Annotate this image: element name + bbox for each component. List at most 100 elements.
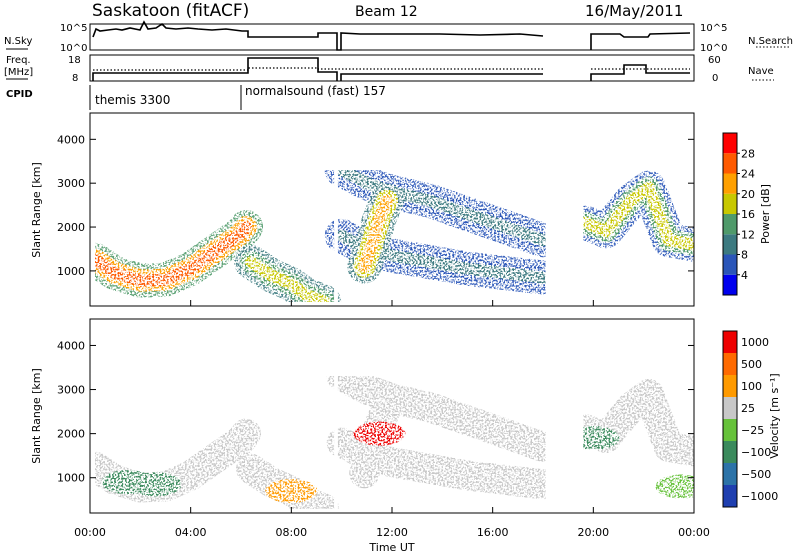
colorbar-swatch [723,331,737,353]
nave-tick-bottom: 0 [712,73,718,84]
velocity-heatmap [90,319,694,513]
colorbar-tick-label: 8 [741,249,748,262]
time-tick-label: 12:00 [376,526,408,539]
freq-tick-top: 18 [68,55,81,66]
freq-label-line1: Freq. [6,55,31,66]
colorbar-swatch [723,153,737,174]
colorbar-tick-label: −1000 [741,490,778,503]
colorbar-swatch [723,193,737,214]
pow-data-gap-0 [334,113,338,306]
nave-trace [93,67,690,71]
colorbar-swatch [723,173,737,194]
velocity-band-2 [326,361,558,462]
time-tick-label: 20:00 [577,526,609,539]
power-heatmap [90,113,694,306]
colorbar-swatch [723,485,737,507]
power-layer [90,153,694,306]
cpid-mode-1: themis 3300 [95,93,170,107]
nsearch-tick-top: 10^5 [700,23,727,34]
nsearch-label: N.Search [748,36,793,47]
colorbar-swatch [723,214,737,235]
freq-strip [89,54,695,82]
time-tick-label: 16:00 [477,526,509,539]
colorbar-swatch [723,353,737,375]
power-range-label: Slant Range [km] [30,162,43,258]
colorbar-frame [722,330,738,508]
time-axis: 00:00 04:00 08:00 12:00 16:00 20:00 00:00 [74,300,710,539]
station-title: Saskatoon (fitACF) [92,1,249,21]
time-axis-label: Time UT [368,541,414,554]
velocity-layer [90,361,694,513]
velocity-range-label: Slant Range [km] [30,368,43,464]
freq-tick-bottom: 8 [72,73,78,84]
power-band-core-0 [90,221,252,287]
range-tick-label: 1000 [57,472,85,485]
cpid-label: CPID [6,89,33,100]
time-tick-label: 00:00 [74,526,106,539]
colorbar-swatch [723,375,737,397]
freq-label-line2: [MHz] [4,67,33,78]
vel-data-gap-1 [545,319,584,513]
power-band-core-4 [358,194,393,273]
nsky-strip [89,23,695,51]
velocity-range-axis: 1000 2000 3000 4000 [57,339,694,485]
range-tick-label: 3000 [57,384,85,397]
velocity-scale-label: Velocity [m s⁻¹] [768,373,781,458]
nave-label: Nave [748,66,774,77]
power-band-core-2 [335,164,549,247]
time-tick-label: 08:00 [275,526,307,539]
colorbar-tick-label: 12 [741,228,755,241]
nsky-trace [92,20,691,51]
pow-data-gap-1 [545,113,584,306]
nsearch-tick-bottom: 10^0 [700,43,727,54]
velocity-patch-1 [129,472,182,497]
range-tick-label: 2000 [57,221,85,234]
time-tick-label: 00:00 [678,526,710,539]
colorbar-swatch [723,254,737,275]
range-tick-label: 1000 [57,265,85,278]
colorbar-tick-label: 25 [741,402,755,415]
range-tick-label: 4000 [57,133,85,146]
power-scale-label: Power [dB] [759,184,772,244]
nave-tick-top: 60 [708,55,721,66]
power-band-core-1 [245,256,331,306]
colorbar-tick-label: −500 [741,468,771,481]
range-tick-label: 3000 [57,177,85,190]
colorbar-tick-label: 100 [741,380,762,393]
velocity-colorbar: 1000 500 100 25 −25 −100 −500 −1000 [722,330,778,508]
colorbar-tick-label: 16 [741,208,755,221]
nsky-tick-top: 10^5 [60,23,87,34]
beam-title: Beam 12 [355,4,418,20]
range-tick-label: 2000 [57,428,85,441]
time-tick-label: 04:00 [175,526,207,539]
colorbar-swatch [723,397,737,419]
colorbar-swatch [723,419,737,441]
vel-data-gap-0 [334,319,338,513]
velocity-patch-3 [265,478,318,503]
colorbar-swatch [723,463,737,485]
colorbar-swatch [723,274,737,295]
power-range-axis: 1000 2000 3000 4000 [57,133,694,278]
colorbar-tick-label: 4 [741,269,748,282]
date-title: 16/May/2011 [585,2,683,20]
cpid-mode-2: normalsound (fast) 157 [245,84,386,98]
colorbar-swatch [723,234,737,255]
nsky-tick-bottom: 10^0 [60,43,87,54]
power-colorbar: 4 8 12 16 20 24 28 [722,132,755,296]
nsky-label: N.Sky [4,36,32,47]
velocity-patch-2 [353,421,406,446]
colorbar-tick-label: 28 [741,147,755,160]
colorbar-tick-label: 20 [741,188,755,201]
colorbar-swatch [723,133,737,154]
colorbar-tick-label: 500 [741,358,762,371]
range-tick-label: 4000 [57,339,85,352]
freq-trace [92,57,690,81]
colorbar-swatch [723,441,737,463]
colorbar-tick-label: −100 [741,446,771,459]
colorbar-tick-label: 1000 [741,336,769,349]
colorbar-tick-label: −25 [741,424,764,437]
colorbar-tick-label: 24 [741,168,755,181]
power-band-core-5 [579,181,694,251]
velocity-patch-4 [655,474,694,499]
